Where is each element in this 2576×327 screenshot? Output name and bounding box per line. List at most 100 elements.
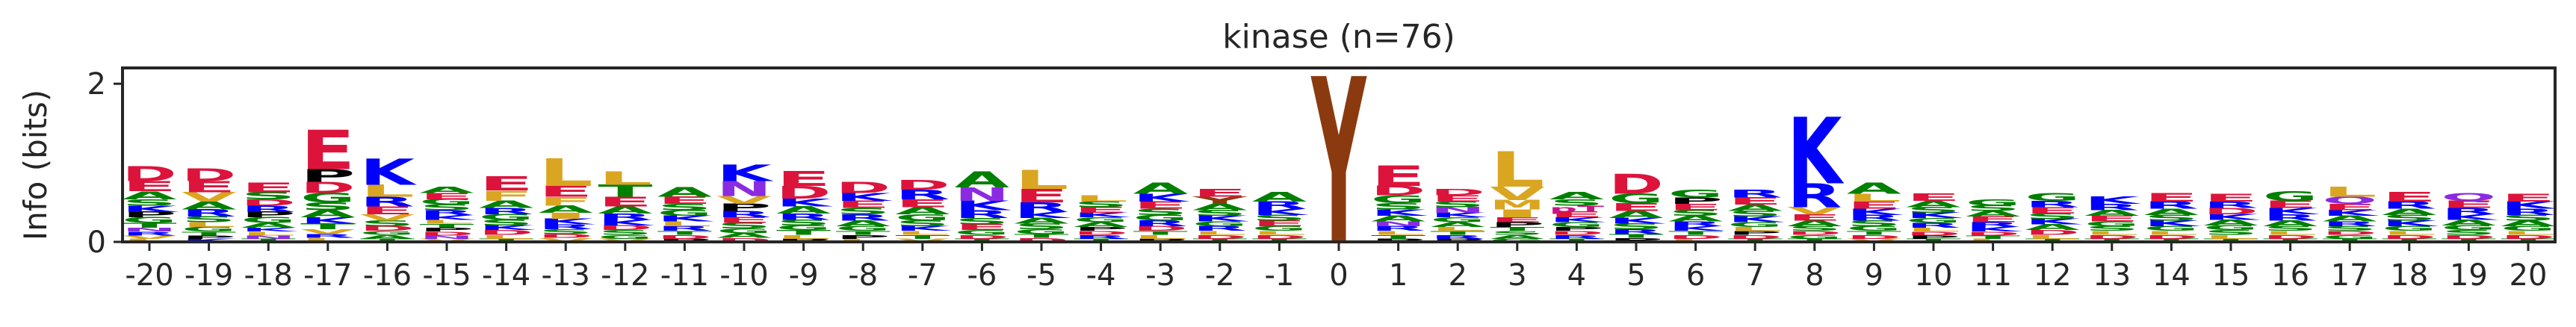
residue-letter: T <box>1847 230 1901 236</box>
residue-letter: R <box>2442 206 2496 217</box>
residue-letter: D <box>2263 234 2318 240</box>
residue-letter: T <box>2442 238 2496 243</box>
residue-letter: A <box>1549 190 1604 202</box>
residue-letter: N <box>241 234 296 240</box>
residue-letter: K <box>1549 216 1607 223</box>
residue-letter: D <box>360 225 415 232</box>
residue-letter: R <box>955 208 1009 221</box>
residue-letter: L <box>776 234 831 240</box>
residue-letter: T <box>1787 238 1842 243</box>
residue-letter: S <box>1668 209 1723 218</box>
residue-letter: D <box>122 162 176 186</box>
residue-letter: D <box>2501 234 2555 240</box>
residue-letter: E <box>1728 196 1783 207</box>
residue-letter: Y <box>1192 195 1248 206</box>
residue-letter: S <box>241 190 296 202</box>
x-tick-label: 0 <box>1329 258 1348 293</box>
x-tick-label: 14 <box>2152 258 2190 293</box>
residue-letter: Q <box>2323 195 2377 206</box>
residue-letter: A <box>1014 217 1068 225</box>
x-tick-label: 7 <box>1745 258 1764 293</box>
residue-letter: G <box>360 230 415 236</box>
residue-letter: N <box>419 234 474 240</box>
residue-letter: R <box>657 225 712 232</box>
residue-letter: T <box>1906 238 1960 243</box>
residue-letter: L <box>122 238 176 243</box>
x-tick-label: -15 <box>422 258 471 293</box>
residue-letter: T <box>2323 238 2377 243</box>
residue-letter: T <box>1074 238 1128 243</box>
residue-letter: L <box>241 231 296 237</box>
residue-letter: D <box>1431 187 1485 198</box>
residue-letter: A <box>1966 210 2020 219</box>
residue-letter: D <box>1371 183 1425 198</box>
residue-letter: G <box>716 227 771 234</box>
residue-letter: R <box>836 213 891 223</box>
residue-letter: L <box>2263 230 2318 236</box>
residue-letter: V <box>539 237 594 243</box>
residue-letter: T <box>1668 230 1723 236</box>
x-tick-label: -10 <box>719 258 768 293</box>
residue-letter: G <box>2084 220 2139 228</box>
residue-letter: S <box>1787 225 1842 232</box>
residue-letter: P <box>1549 225 1604 231</box>
residue-letter: G <box>182 225 236 233</box>
residue-letter: E <box>1787 213 1842 223</box>
residue-letter: E <box>2263 199 2318 210</box>
residue-letter: K <box>1847 207 1904 217</box>
residue-letter: E <box>2203 192 2258 205</box>
residue-letter: K <box>836 190 893 203</box>
residue-letter: G <box>2263 189 2318 204</box>
residue-letter: T <box>2382 238 2436 243</box>
residue-letter: D <box>1549 230 1604 236</box>
residue-letter: E <box>2025 205 2080 216</box>
x-tick-label: 15 <box>2212 258 2250 293</box>
x-tick-label: 5 <box>1626 258 1645 293</box>
residue-letter: T <box>1014 233 1068 239</box>
residue-letter: S <box>2084 225 2139 232</box>
residue-letter: L <box>836 238 891 243</box>
residue-letter: L <box>2382 230 2436 236</box>
residue-letter: K <box>1192 214 1250 223</box>
residue-letter: K <box>2382 219 2439 228</box>
residue-letter: D <box>2442 234 2496 240</box>
residue-letter: A <box>241 222 296 229</box>
residue-letter: R <box>1192 225 1247 232</box>
x-tick-label: -7 <box>908 258 938 293</box>
residue-letter: G <box>1371 193 1425 206</box>
residue-letter: T <box>776 228 831 236</box>
x-tick-label: 13 <box>2093 258 2131 293</box>
residue-letter: T <box>2203 238 2258 243</box>
residue-letter: E <box>300 119 355 182</box>
residue-letter: D <box>2203 206 2258 217</box>
residue-letter: A <box>539 204 593 215</box>
residue-letter: P <box>776 238 831 243</box>
residue-letter: R <box>1252 199 1307 211</box>
residue-letter: P <box>716 202 771 214</box>
residue-letter: P <box>300 166 355 186</box>
residue-letter: S <box>657 202 712 213</box>
residue-letter: K <box>716 161 774 187</box>
residue-letter: T <box>479 238 533 243</box>
residue-letter: R <box>539 223 593 231</box>
residue-letter: A <box>2382 207 2436 217</box>
residue-letter: R <box>1966 221 2020 228</box>
axes: -20 -19 -18 -17 -16 -15 -14 -13 -12 -11 -10 -9 -8 -7-… <box>87 67 2548 293</box>
residue-letter: D <box>776 182 831 202</box>
residue-letter: G <box>1847 225 1901 232</box>
residue-letter: P <box>1074 225 1128 231</box>
residue-letter: E <box>1192 187 1247 199</box>
residue-letter: L <box>2144 230 2199 236</box>
residue-letter: G <box>895 213 950 223</box>
residue-letter: S <box>2323 225 2377 232</box>
residue-letter: A <box>1668 214 1723 223</box>
residue-letter: A <box>1252 190 1307 205</box>
residue-letter: T <box>836 230 891 236</box>
residue-letter: T <box>1252 238 1307 243</box>
